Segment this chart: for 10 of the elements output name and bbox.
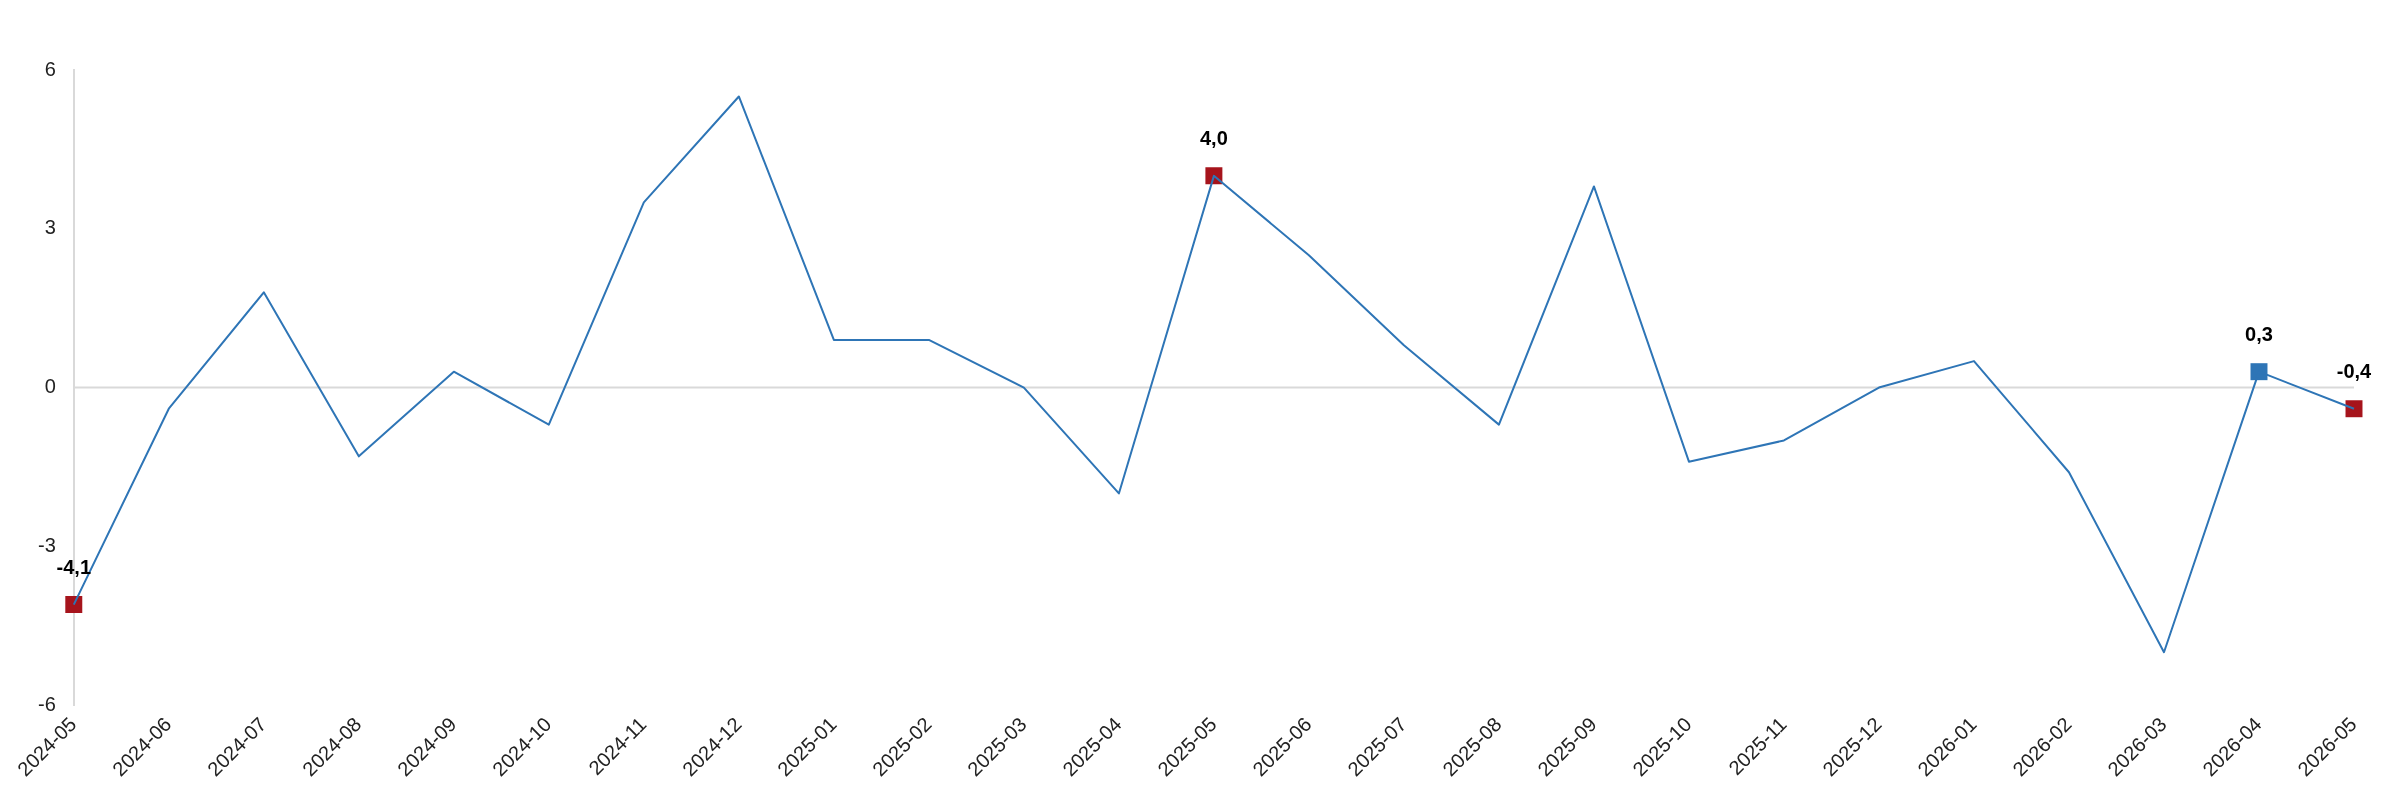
- data-label: -4,1: [56, 556, 92, 579]
- y-tick-label: 6: [44, 57, 56, 80]
- y-tick-label: -6: [37, 692, 56, 715]
- y-tick-label: 0: [44, 375, 56, 398]
- y-tick-label: 3: [44, 216, 56, 239]
- data-label: 4,0: [1199, 127, 1228, 150]
- point: [65, 596, 83, 614]
- data-label: -0,4: [2336, 360, 2373, 383]
- y-tick-label: -3: [37, 533, 56, 556]
- data-label: 0,3: [2245, 323, 2273, 346]
